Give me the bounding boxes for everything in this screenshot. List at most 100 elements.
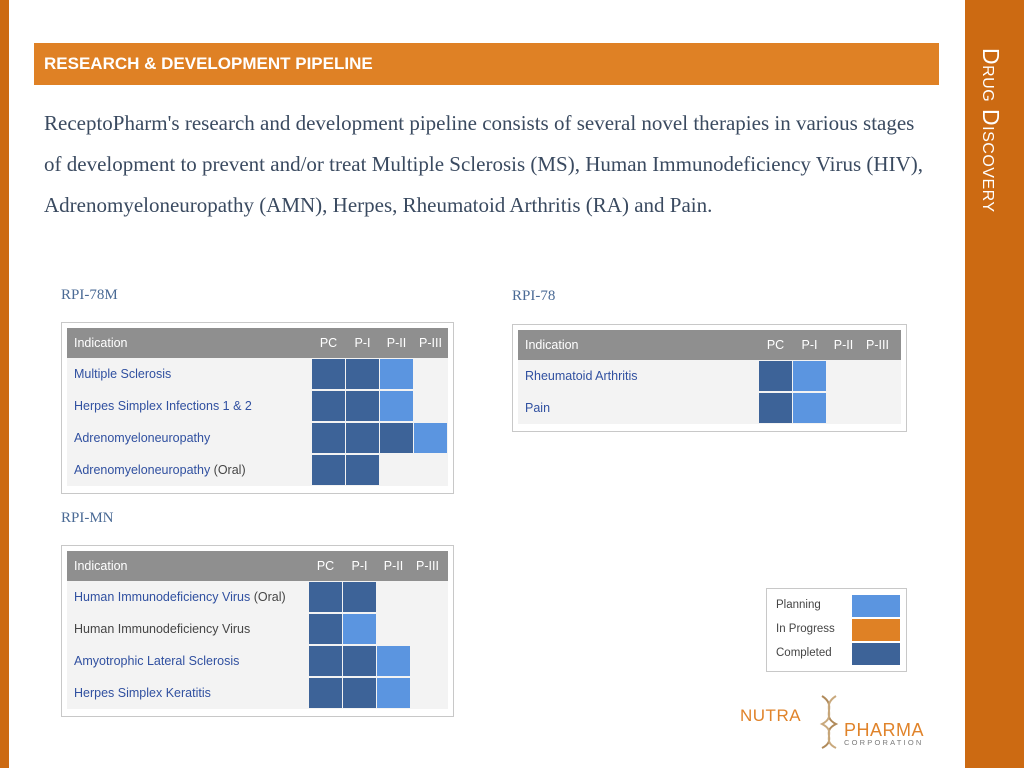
indication-label: Herpes Simplex Keratitis <box>74 677 211 709</box>
pipeline-table-rpimn: Indication PC P-I P-II P-III Human Immunodefi… <box>61 545 454 717</box>
indication-name: Pain <box>525 401 551 415</box>
phase-cell-planning <box>377 678 410 708</box>
indication-label: Adrenomyeloneuropathy (Oral) <box>74 454 246 486</box>
logo-word-corporation: CORPORATION <box>844 738 924 747</box>
slide-header: RESEARCH & DEVELOPMENT PIPELINE <box>34 43 939 85</box>
legend-swatch-in-progress <box>852 619 900 641</box>
table-row: Multiple Sclerosis <box>67 358 448 390</box>
phase-cell-completed <box>343 582 376 612</box>
indication-label: Herpes Simplex Infections 1 & 2 <box>74 390 252 422</box>
indication-label: Amyotrophic Lateral Sclerosis <box>74 645 239 677</box>
column-header-phase: P-I <box>801 338 818 352</box>
phase-cell-completed <box>309 678 342 708</box>
table-row: Pain <box>518 392 901 424</box>
indication-name: Multiple Sclerosis <box>74 367 172 381</box>
section-side-title: Drug Discovery <box>978 48 1004 213</box>
table-row: Human Immunodeficiency Virus <box>67 613 448 645</box>
legend-label: Planning <box>776 599 821 611</box>
table-header-row: Indication PC P-I P-II P-III <box>67 551 448 581</box>
phase-cell-completed <box>759 393 792 423</box>
indication-name: Herpes Simplex Keratitis <box>74 686 211 700</box>
column-header-indication: Indication <box>74 336 128 350</box>
phase-cell-completed <box>380 423 413 453</box>
table-row: Human Immunodeficiency Virus (Oral) <box>67 581 448 613</box>
phase-cell-completed <box>312 423 345 453</box>
column-header-phase: P-III <box>866 338 889 352</box>
phase-cell-planning <box>343 614 376 644</box>
phase-cell-completed <box>346 391 379 421</box>
phase-cell-completed <box>346 455 379 485</box>
table-row: Adrenomyeloneuropathy (Oral) <box>67 454 448 486</box>
phase-cell-completed <box>312 359 345 389</box>
column-header-phase: PC <box>319 336 338 350</box>
phase-cell-completed <box>759 361 792 391</box>
indication-name: Herpes Simplex Infections 1 & 2 <box>74 399 252 413</box>
phase-cell-completed <box>346 359 379 389</box>
column-header-phase: P-I <box>351 559 368 573</box>
phase-cell-completed <box>309 614 342 644</box>
table-body: Indication PC P-I P-II P-III Rheumatoid Arthr… <box>518 330 901 424</box>
column-header-phase: PC <box>766 338 785 352</box>
phase-cell-planning <box>414 423 447 453</box>
indication-name: Adrenomyeloneuropathy <box>74 431 211 445</box>
table-row: Adrenomyeloneuropathy <box>67 422 448 454</box>
pipeline-table-rpi78: Indication PC P-I P-II P-III Rheumatoid Arthr… <box>512 324 907 432</box>
phase-cell-planning <box>793 361 826 391</box>
pipeline-label-rpi78m: RPI-78M <box>61 287 118 303</box>
column-header-indication: Indication <box>525 338 579 352</box>
table-header-row: Indication PC P-I P-II P-III <box>518 330 901 360</box>
logo-word-pharma: PHARMA <box>844 720 925 740</box>
indication-label: Adrenomyeloneuropathy <box>74 422 210 454</box>
indication-label: Human Immunodeficiency Virus (Oral) <box>74 581 286 613</box>
phase-cell-planning <box>793 393 826 423</box>
pipeline-table-rpi78m: Indication PC P-I P-II P-III Multiple Scleros… <box>61 322 454 494</box>
table-body: Indication PC P-I P-II P-III Multiple Scleros… <box>67 328 448 486</box>
phase-cell-completed <box>312 391 345 421</box>
phase-cell-completed <box>312 455 345 485</box>
column-header-phase: P-III <box>416 559 439 573</box>
table-row: Herpes Simplex Keratitis <box>67 677 448 709</box>
indication-name: Human Immunodeficiency Virus <box>74 622 251 636</box>
indication-label: Rheumatoid Arthritis <box>525 360 638 392</box>
indication-name: Rheumatoid Arthritis <box>525 369 638 383</box>
dna-helix-icon <box>819 695 839 749</box>
indication-label: Pain <box>525 392 550 424</box>
phase-cell-completed <box>346 423 379 453</box>
legend-swatch-completed <box>852 643 900 665</box>
phase-cell-completed <box>343 678 376 708</box>
left-accent-stripe <box>0 0 9 768</box>
column-header-phase: P-III <box>419 336 442 350</box>
logo-word-nutra: NUTRA <box>740 706 802 725</box>
phase-cell-planning <box>380 359 413 389</box>
column-header-phase: PC <box>316 559 335 573</box>
legend-swatch-planning <box>852 595 900 617</box>
pipeline-label-rpi78: RPI-78 <box>512 288 556 304</box>
indication-label: Multiple Sclerosis <box>74 358 171 390</box>
indication-name: Adrenomyeloneuropathy <box>74 463 211 477</box>
indication-suffix: (Oral) <box>210 463 246 477</box>
phase-cell-completed <box>309 582 342 612</box>
indication-label: Human Immunodeficiency Virus <box>74 613 250 645</box>
phase-cell-planning <box>380 391 413 421</box>
indication-name: Human Immunodeficiency Virus <box>74 590 251 604</box>
phase-cell-completed <box>309 646 342 676</box>
table-row: Herpes Simplex Infections 1 & 2 <box>67 390 448 422</box>
intro-paragraph: ReceptoPharm's research and development … <box>44 111 923 217</box>
table-row: Amyotrophic Lateral Sclerosis <box>67 645 448 677</box>
company-logo: NUTRA PHARMA CORPORATION <box>740 692 940 752</box>
legend-label: In Progress <box>776 623 835 635</box>
phase-cell-planning <box>377 646 410 676</box>
column-header-indication: Indication <box>74 559 128 573</box>
legend-label: Completed <box>776 647 832 659</box>
column-header-phase: P-II <box>833 338 854 352</box>
column-header-phase: P-I <box>354 336 371 350</box>
table-row: Rheumatoid Arthritis <box>518 360 901 392</box>
column-header-phase: P-II <box>386 336 407 350</box>
table-header-row: Indication PC P-I P-II P-III <box>67 328 448 358</box>
right-side-bar <box>965 0 1024 768</box>
status-legend: Planning In Progress Completed <box>766 588 907 672</box>
phase-cell-completed <box>343 646 376 676</box>
indication-suffix: (Oral) <box>250 590 286 604</box>
pipeline-label-rpimn: RPI-MN <box>61 510 114 526</box>
indication-name: Amyotrophic Lateral Sclerosis <box>74 654 240 668</box>
